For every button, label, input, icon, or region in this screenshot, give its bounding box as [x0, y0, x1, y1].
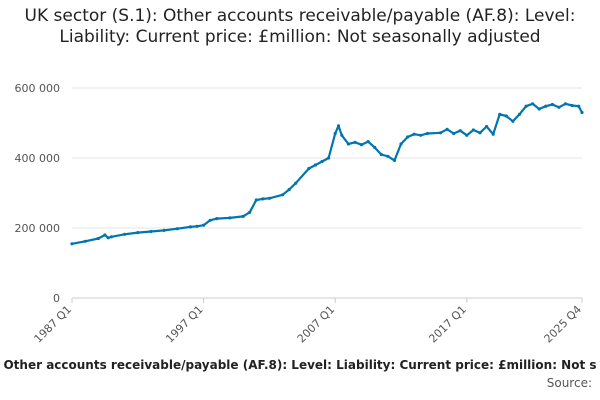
data-point: [162, 228, 166, 232]
data-point: [261, 197, 265, 201]
data-point: [208, 218, 212, 222]
data-point: [215, 217, 219, 221]
data-point: [445, 127, 449, 131]
data-point: [366, 140, 370, 144]
data-point: [412, 132, 416, 136]
data-point: [327, 156, 331, 160]
data-point: [359, 143, 364, 147]
data-point: [537, 107, 541, 111]
data-point: [504, 114, 508, 118]
data-point: [96, 236, 100, 241]
x-tick-label: 1997 Q1: [163, 303, 206, 346]
data-point: [123, 232, 127, 236]
data-point: [580, 110, 584, 115]
data-point: [419, 133, 423, 137]
data-point: [524, 104, 528, 108]
y-tick-label: 600 000: [15, 82, 61, 95]
data-point: [106, 236, 110, 240]
data-point: [202, 223, 206, 227]
y-tick-label: 200 000: [15, 222, 61, 235]
data-point: [281, 193, 285, 197]
y-tick-label: 0: [53, 292, 60, 305]
data-point: [452, 131, 456, 136]
data-point: [511, 119, 515, 123]
data-point: [386, 154, 390, 158]
data-point: [379, 152, 383, 157]
data-point: [70, 242, 74, 246]
data-point: [550, 102, 555, 107]
data-point: [287, 187, 291, 192]
x-tick-label: 2017 Q1: [426, 303, 469, 346]
data-point: [188, 225, 193, 229]
data-point: [353, 140, 357, 144]
data-point: [175, 227, 179, 231]
data-point: [136, 231, 140, 235]
data-point: [254, 198, 258, 202]
data-point: [544, 104, 548, 108]
data-point: [531, 102, 535, 106]
data-point: [392, 158, 397, 162]
data-point: [577, 104, 581, 108]
data-point: [149, 229, 153, 234]
data-point: [83, 239, 87, 243]
data-point: [471, 128, 475, 132]
data-point: [517, 112, 522, 116]
chart-title: UK sector (S.1): Other accounts receivab…: [24, 6, 576, 47]
data-point: [425, 131, 429, 136]
x-tick-labels: 1987 Q1 1997 Q1 2007 Q1 2017 Q1 2025 Q4: [32, 303, 585, 346]
footer-note: Other accounts receivable/payable (AF.8)…: [3, 358, 597, 372]
data-point: [485, 124, 489, 129]
series-line: [70, 102, 584, 245]
data-point: [320, 159, 324, 164]
x-tick-label: 2025 Q4: [542, 303, 585, 346]
data-point: [248, 210, 252, 214]
data-point: [333, 131, 337, 136]
data-point: [228, 216, 232, 220]
data-point: [346, 142, 350, 146]
data-point: [557, 105, 561, 109]
data-point: [195, 224, 199, 228]
data-point: [313, 163, 318, 167]
series-layer: [70, 102, 584, 246]
axes: [71, 297, 583, 303]
x-tick-label: 2007 Q1: [295, 303, 338, 346]
data-point: [498, 112, 502, 116]
data-point: [438, 131, 443, 135]
x-tick-label: 1987 Q1: [32, 303, 75, 346]
data-point: [478, 131, 482, 135]
data-point: [491, 132, 495, 136]
data-point: [340, 133, 344, 137]
source-line: Source:: [546, 376, 592, 390]
y-tick-label: 400 000: [15, 152, 61, 165]
data-point: [307, 166, 311, 171]
data-point: [336, 124, 341, 128]
data-point: [465, 133, 469, 137]
data-point: [570, 103, 574, 108]
data-point: [563, 102, 568, 106]
data-point: [399, 142, 403, 146]
data-point: [241, 214, 245, 218]
y-tick-labels: 0 200 000 400 000 600 000: [15, 82, 61, 305]
data-point: [267, 196, 271, 200]
data-point: [109, 235, 114, 239]
data-point: [406, 135, 410, 139]
data-point: [103, 233, 107, 237]
data-point: [294, 181, 298, 185]
data-point: [373, 145, 377, 150]
data-point: [458, 129, 462, 133]
